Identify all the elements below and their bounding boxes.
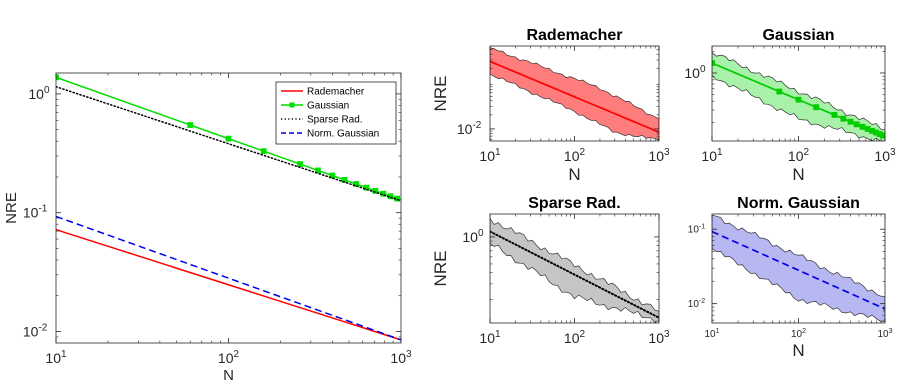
- x-tick-label: 102: [564, 147, 586, 164]
- series-line-rademacher: [56, 228, 401, 341]
- y-tick-label: 10-2: [688, 298, 705, 310]
- series-line-norm-gaussian: [56, 215, 401, 341]
- legend-label: Rademacher: [307, 87, 365, 98]
- x-tick-label: 103: [874, 147, 896, 164]
- x-tick-label: 103: [648, 147, 670, 164]
- legend-marker: [289, 102, 295, 108]
- mean-line: [712, 230, 885, 310]
- legend: Rademacher Gaussian Sparse Rad. Norm. Gauss…: [275, 81, 397, 145]
- x-tick-label: 103: [648, 329, 670, 346]
- subplot-gaussian: 101 102 103 100 N Gaussian: [684, 27, 896, 184]
- data-marker: [847, 118, 854, 125]
- data-marker: [853, 121, 860, 128]
- legend-label: Sparse Rad.: [307, 115, 363, 126]
- data-marker: [297, 161, 303, 167]
- x-tick-label: 101: [479, 147, 501, 164]
- confidence-band: [490, 47, 659, 141]
- y-tick-label: 100: [462, 228, 484, 245]
- x-tick-label: 103: [877, 328, 892, 340]
- data-marker: [831, 111, 838, 118]
- x-tick-label: 101: [45, 349, 67, 366]
- data-marker: [187, 122, 194, 128]
- x-tick-label: 102: [564, 329, 586, 346]
- x-axis-label: N: [568, 165, 580, 184]
- data-marker: [813, 104, 820, 111]
- data-marker: [315, 167, 321, 174]
- plot-area: [490, 217, 659, 323]
- legend-label: Norm. Gaussian: [307, 129, 379, 140]
- legend-box: [275, 81, 397, 145]
- confidence-band: [712, 214, 885, 322]
- plot-title: Sparse Rad.: [528, 195, 620, 212]
- x-axis-label: N: [223, 367, 234, 381]
- data-marker: [363, 184, 370, 191]
- y-axis-label: NRE: [431, 251, 450, 287]
- confidence-band: [490, 217, 659, 323]
- data-marker: [859, 123, 866, 130]
- x-tick-label: 101: [701, 147, 723, 164]
- y-tick-label: 100: [28, 85, 50, 102]
- plot-area: [56, 74, 401, 341]
- mean-line: [490, 60, 659, 133]
- series-line-sparse-rad: [56, 85, 401, 202]
- x-tick-label: 102: [788, 147, 810, 164]
- y-tick-label: 100: [684, 64, 706, 81]
- data-marker: [880, 132, 885, 139]
- plot-title: Rademacher: [526, 27, 622, 44]
- x-tick-label: 103: [390, 349, 412, 366]
- data-marker: [372, 187, 379, 194]
- x-tick-label: 102: [791, 328, 806, 340]
- y-axis-label: NRE: [431, 76, 450, 112]
- data-marker: [776, 88, 783, 95]
- y-tick-label: 10-1: [23, 204, 48, 221]
- y-axis-label: NRE: [3, 192, 20, 224]
- data-marker: [353, 181, 360, 187]
- data-marker: [840, 115, 847, 122]
- x-axis-label: N: [792, 341, 804, 360]
- plot-area: [712, 51, 885, 141]
- subplot-rademacher: 101 102 103 10-2 N NRE Rademacher: [431, 27, 670, 184]
- x-tick-label: 101: [704, 328, 719, 340]
- x-tick-label: 101: [479, 329, 501, 346]
- x-tick-label: 102: [218, 349, 240, 366]
- data-marker: [260, 148, 267, 155]
- y-tick-label: 10-1: [688, 223, 705, 235]
- legend-label: Gaussian: [307, 101, 349, 112]
- plot-area: [490, 47, 659, 141]
- subplot-sparse-rad: 101 102 103 100 NRE Sparse Rad.: [431, 195, 670, 346]
- main-plot: 101 102 103 10-2 10-1 100 N NRE Rademacher Gaussi…: [3, 72, 412, 381]
- y-tick-label: 10-2: [23, 323, 48, 340]
- plot-area: [712, 214, 885, 322]
- plot-title: Gaussian: [762, 27, 834, 44]
- y-tick-label: 10-2: [457, 120, 482, 137]
- data-marker: [795, 96, 802, 103]
- subplot-norm-gaussian: 101 102 103 10-2 10-1 N Norm. Gaussian: [688, 195, 893, 360]
- x-axis-label: N: [792, 165, 804, 184]
- plot-title: Norm. Gaussian: [737, 195, 860, 212]
- mean-line: [490, 230, 659, 319]
- data-marker: [225, 135, 232, 142]
